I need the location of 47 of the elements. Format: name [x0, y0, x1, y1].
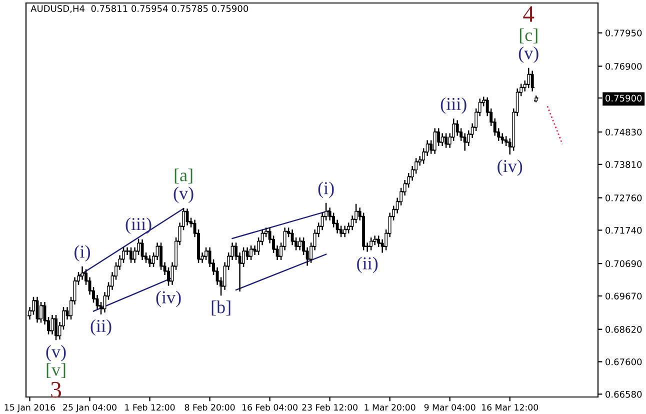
- candlestick: [463, 133, 466, 151]
- x-tick-label: 1 Mar 20:00: [364, 404, 416, 411]
- candlestick: [343, 226, 346, 238]
- x-tick-label: 23 Feb 12:00: [302, 404, 358, 411]
- candlestick: [336, 220, 339, 234]
- candlestick: [500, 133, 504, 144]
- y-tick-label: 0.74830: [606, 128, 642, 136]
- annotation: (iii): [126, 217, 152, 234]
- y-tick-label: 0.66580: [606, 390, 642, 398]
- x-tick-label: 9 Mar 04:00: [424, 404, 476, 411]
- annotation: 3: [51, 382, 61, 398]
- annotation: (i): [318, 182, 334, 198]
- annotation: (v): [174, 186, 194, 204]
- x-tick-label: 8 Feb 20:00: [184, 404, 235, 411]
- x-tick-label: 1 Feb 12:00: [125, 404, 175, 411]
- annotation: (i): [74, 245, 90, 262]
- annotation: [b]: [212, 300, 230, 316]
- y-tick-label: 0.69670: [606, 292, 642, 300]
- annotation: [a]: [174, 168, 192, 184]
- annotation: (iv): [156, 290, 181, 308]
- annotation: (ii): [90, 319, 112, 336]
- x-tick-label: 16 Feb 04:00: [242, 404, 298, 411]
- chart-title: AUDUSD,H4 0.75811 0.75954 0.75785 0.75900: [30, 5, 248, 13]
- candlestick: [433, 128, 436, 154]
- annotation: (iii): [440, 97, 466, 114]
- y-tick-label: 0.73810: [606, 161, 642, 168]
- annotation: (v): [46, 345, 66, 362]
- annotation: (iv): [498, 159, 522, 176]
- candlestick: [530, 70, 534, 92]
- y-tick-label: 0.72760: [606, 194, 642, 202]
- annotation: (ii): [357, 256, 378, 274]
- x-tick-label: 25 Jan 04:00: [63, 404, 116, 412]
- x-tick-label: 15 Jan 2016: [4, 404, 56, 412]
- candlestick: [186, 208, 189, 226]
- annotation: (v): [518, 46, 538, 63]
- annotation: 4: [523, 6, 534, 22]
- y-tick-label: 0.71740: [606, 226, 642, 234]
- candlestick: [534, 96, 538, 102]
- y-tick-label: 0.68620: [606, 326, 642, 333]
- annotation: [v]: [46, 363, 66, 378]
- annotation: [c]: [520, 28, 538, 44]
- y-tick-label: 0.75900: [606, 94, 642, 102]
- y-tick-label: 0.76900: [606, 62, 642, 70]
- y-tick-label: 0.70690: [606, 260, 642, 268]
- y-tick-label: 0.77950: [606, 30, 642, 36]
- x-tick-label: 16 Mar 12:00: [482, 404, 538, 411]
- y-tick-label: 0.67600: [606, 358, 642, 366]
